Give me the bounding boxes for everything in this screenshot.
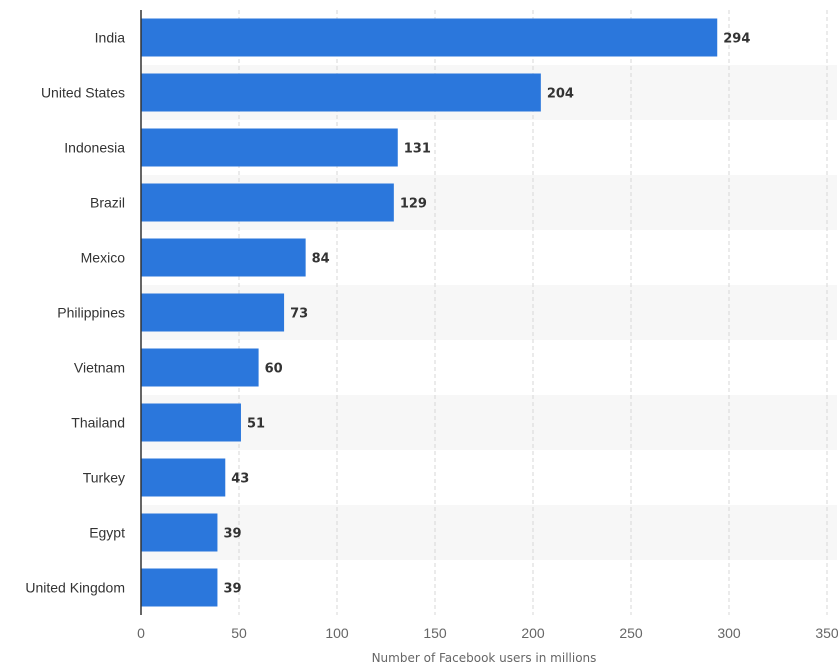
bar <box>141 238 306 277</box>
category-label: Vietnam <box>74 360 125 376</box>
bar <box>141 183 394 222</box>
x-axis-title: Number of Facebook users in millions <box>372 651 597 665</box>
bar <box>141 73 541 112</box>
x-tick-label: 0 <box>137 625 145 641</box>
x-tick-label: 350 <box>815 625 838 641</box>
value-label: 84 <box>312 252 330 267</box>
bar <box>141 403 241 442</box>
category-label: Mexico <box>81 250 126 266</box>
x-tick-labels: 0 50 100 150 200 250 300 350 <box>137 625 838 641</box>
category-label: Philippines <box>57 305 125 321</box>
x-tick-label: 250 <box>619 625 643 641</box>
value-label: 39 <box>223 582 241 597</box>
category-label: Brazil <box>90 195 125 211</box>
value-label: 51 <box>247 417 265 432</box>
category-label: Indonesia <box>64 140 125 156</box>
category-labels: India United States Indonesia Brazil Mexico P… <box>25 30 125 596</box>
category-label: Thailand <box>71 415 125 431</box>
x-tick-label: 150 <box>423 625 447 641</box>
x-tick-label: 200 <box>521 625 545 641</box>
x-tick-label: 300 <box>717 625 741 641</box>
bar <box>141 128 398 167</box>
bar <box>141 293 285 332</box>
x-tick-label: 100 <box>325 625 349 641</box>
x-tick-label: 50 <box>231 625 247 641</box>
category-label: United States <box>41 85 125 101</box>
bars <box>141 18 718 607</box>
value-label: 73 <box>290 307 308 322</box>
value-label: 131 <box>404 142 431 157</box>
value-label: 43 <box>231 472 249 487</box>
row-band <box>141 505 837 560</box>
value-labels: 294 204 131 129 84 73 60 51 43 39 39 <box>223 32 750 597</box>
bar <box>141 458 226 497</box>
value-label: 294 <box>723 32 750 47</box>
value-label: 60 <box>265 362 283 377</box>
bar <box>141 18 718 57</box>
bar <box>141 568 218 607</box>
bar <box>141 348 259 387</box>
bar <box>141 513 218 552</box>
category-label: Egypt <box>89 525 125 541</box>
category-label: Turkey <box>83 470 125 486</box>
category-label: India <box>95 30 126 46</box>
row-bands <box>141 65 837 560</box>
category-label: United Kingdom <box>25 580 125 596</box>
value-label: 204 <box>547 87 574 102</box>
row-band <box>141 395 837 450</box>
value-label: 129 <box>400 197 427 212</box>
value-label: 39 <box>223 527 241 542</box>
